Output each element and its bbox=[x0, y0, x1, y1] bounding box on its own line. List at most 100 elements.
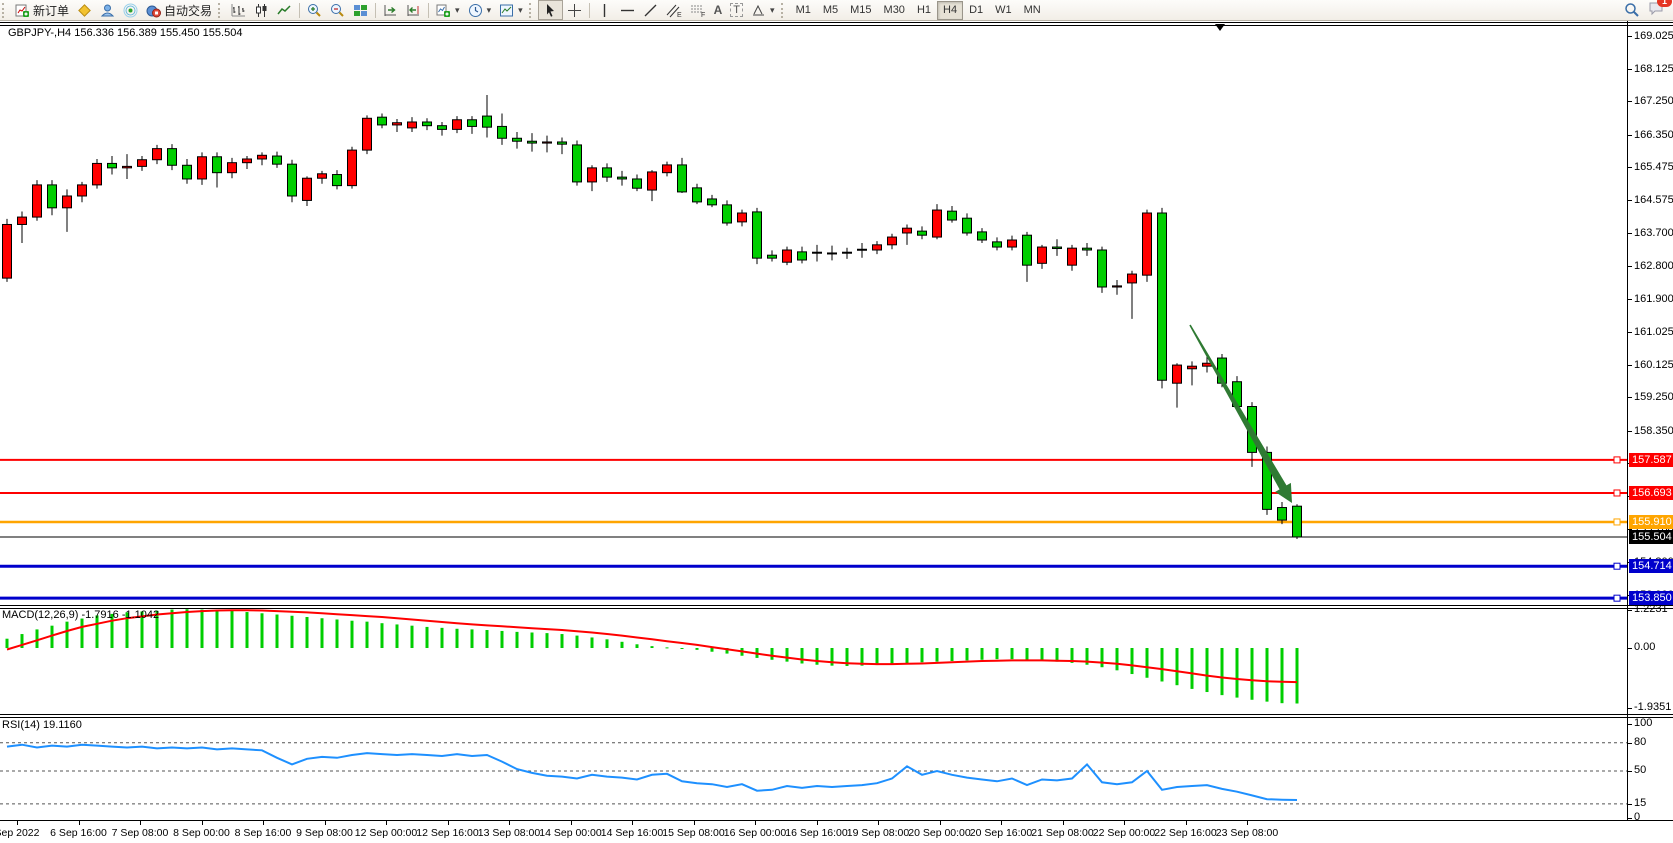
hline-handle-157.587[interactable] bbox=[1613, 456, 1621, 464]
text-tool-icon: A bbox=[713, 3, 723, 17]
timeframe-h4-button[interactable]: H4 bbox=[937, 0, 964, 20]
fibonacci-tool[interactable]: F bbox=[686, 1, 710, 19]
candle-body bbox=[1112, 285, 1122, 288]
autotrade-button[interactable]: 自动交易 bbox=[142, 1, 216, 19]
macd-histogram-bar bbox=[455, 628, 459, 648]
horizontal-line-tool[interactable] bbox=[616, 1, 639, 19]
hline-handle-156.693[interactable] bbox=[1613, 489, 1621, 497]
candle-body bbox=[812, 251, 822, 254]
macd-histogram-bar bbox=[1250, 648, 1254, 700]
chart-shift-marker-icon[interactable] bbox=[1215, 24, 1225, 31]
candle-body bbox=[1052, 246, 1062, 250]
indicators-dropdown[interactable]: ▾ bbox=[432, 1, 464, 19]
rsi-pane[interactable] bbox=[0, 718, 1673, 820]
macd-histogram-bar bbox=[1220, 648, 1224, 696]
pane-separator[interactable] bbox=[0, 605, 1673, 606]
new-order-label: 新订单 bbox=[33, 3, 70, 18]
pane-separator[interactable] bbox=[0, 714, 1673, 715]
macd-histogram-bar bbox=[440, 627, 444, 648]
candle-body bbox=[947, 210, 957, 221]
timeframe-mn-button[interactable]: MN bbox=[1023, 3, 1041, 16]
bar-chart-button[interactable] bbox=[227, 1, 250, 19]
periods-dropdown[interactable]: ▾ bbox=[464, 1, 496, 19]
chevron-down-icon: ▾ bbox=[486, 4, 492, 15]
signals-button[interactable] bbox=[119, 1, 142, 19]
candlestick-chart-button[interactable] bbox=[250, 1, 273, 19]
line-chart-button[interactable] bbox=[273, 1, 296, 19]
macd-histogram-bar bbox=[470, 629, 474, 648]
timeframe-w1-button[interactable]: W1 bbox=[995, 3, 1012, 16]
macd-histogram-bar bbox=[560, 634, 564, 648]
new-order-button[interactable]: 新订单 bbox=[11, 1, 73, 19]
candle-body bbox=[167, 148, 177, 166]
auto-scroll-button[interactable] bbox=[379, 1, 402, 19]
macd-axis-label: 0.00 bbox=[1627, 641, 1655, 653]
macd-histogram-bar bbox=[635, 644, 639, 648]
main-price-pane[interactable] bbox=[0, 21, 1673, 605]
autotrade-label: 自动交易 bbox=[164, 3, 213, 18]
price-axis-line[interactable] bbox=[1627, 21, 1628, 821]
candle-body bbox=[452, 119, 462, 130]
macd-histogram-bar bbox=[1040, 648, 1044, 661]
timeframe-m1-button[interactable]: M1 bbox=[795, 3, 811, 16]
equidistant-channel-tool[interactable]: E bbox=[662, 1, 686, 19]
candle-body bbox=[647, 171, 657, 191]
chart-shift-button[interactable] bbox=[402, 1, 425, 19]
timeframe-h1-button[interactable]: H1 bbox=[916, 3, 931, 16]
hline-handle-154.714[interactable] bbox=[1613, 562, 1621, 570]
timeframe-m30-button[interactable]: M30 bbox=[883, 3, 905, 16]
line-chart-icon bbox=[277, 4, 291, 14]
profile-button[interactable] bbox=[96, 1, 119, 19]
price-line-label-153.850: 153.850 bbox=[1629, 591, 1673, 606]
candle-body bbox=[317, 173, 327, 179]
macd-histogram-bar bbox=[1295, 648, 1299, 704]
tick-dash bbox=[1627, 331, 1632, 333]
mql-wizard-button[interactable] bbox=[73, 1, 96, 19]
candle-body bbox=[977, 231, 987, 241]
trend-arrow-annotation[interactable] bbox=[1189, 324, 1292, 503]
cursor-tool-button[interactable] bbox=[537, 0, 563, 20]
macd-histogram-bar bbox=[890, 648, 894, 665]
macd-histogram-bar bbox=[575, 635, 579, 648]
tick-dash bbox=[1627, 397, 1632, 399]
label-tool-icon: T bbox=[730, 3, 744, 17]
candlestick-icon bbox=[256, 3, 267, 17]
notifications-button[interactable]: 1 bbox=[1648, 0, 1672, 19]
candle-body bbox=[1187, 365, 1197, 370]
candle-body bbox=[602, 167, 612, 178]
text-tool[interactable]: A bbox=[710, 1, 727, 19]
time-axis-tick bbox=[78, 821, 80, 825]
price-line-label-155.504: 155.504 bbox=[1629, 529, 1673, 544]
rsi-axis-label: 15 bbox=[1627, 797, 1646, 809]
timeframe-m5-button[interactable]: M5 bbox=[822, 3, 839, 16]
search-icon[interactable] bbox=[1624, 2, 1640, 18]
hline-handle-153.850[interactable] bbox=[1613, 594, 1621, 602]
zoom-in-icon bbox=[308, 3, 321, 17]
macd-axis-label: -1.9351 bbox=[1627, 701, 1671, 713]
time-axis-label: 22 Sep 16:00 bbox=[1154, 827, 1217, 839]
timeframe-m15-button[interactable]: M15 bbox=[850, 3, 872, 16]
shapes-dropdown[interactable]: ▾ bbox=[747, 1, 779, 19]
crosshair-tool-button[interactable] bbox=[563, 1, 586, 19]
time-axis-label: 21 Sep 08:00 bbox=[1031, 827, 1094, 839]
chevron-down-icon: ▾ bbox=[770, 4, 775, 15]
timeframe-d1-button[interactable]: D1 bbox=[969, 3, 984, 16]
rsi-axis-label: 50 bbox=[1627, 764, 1646, 776]
price-axis-tick: 160.125 bbox=[1627, 359, 1673, 371]
macd-pane[interactable] bbox=[0, 609, 1673, 714]
vertical-line-tool[interactable] bbox=[593, 1, 616, 19]
zoom-out-button[interactable] bbox=[326, 1, 349, 19]
text-label-tool[interactable]: T bbox=[726, 1, 747, 19]
templates-dropdown[interactable]: ▾ bbox=[495, 1, 527, 19]
auto-scroll-icon bbox=[384, 4, 397, 16]
tick-dash bbox=[1627, 69, 1632, 70]
tile-windows-button[interactable] bbox=[349, 1, 372, 19]
rsi-axis-label: 0 bbox=[1627, 811, 1640, 823]
candle-body bbox=[902, 227, 912, 234]
zoom-in-button[interactable] bbox=[303, 1, 326, 19]
hline-handle-155.910[interactable] bbox=[1613, 518, 1621, 526]
chart-shift-icon bbox=[407, 4, 420, 16]
macd-histogram-bar bbox=[110, 613, 114, 648]
tick-dash bbox=[1627, 134, 1632, 136]
trendline-tool[interactable] bbox=[639, 1, 662, 19]
